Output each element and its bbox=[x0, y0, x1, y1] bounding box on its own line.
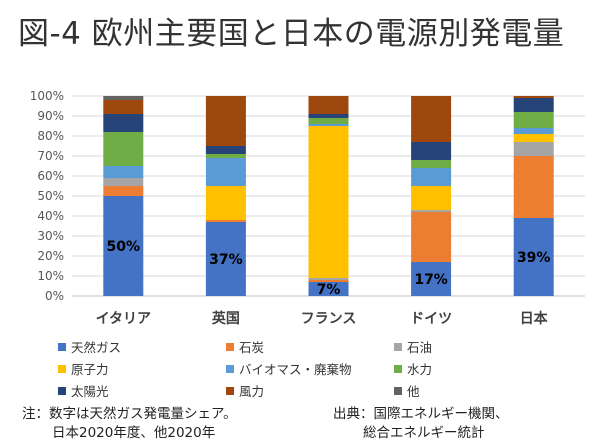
legend-item: 風力 bbox=[226, 381, 394, 400]
legend-swatch bbox=[394, 386, 402, 395]
bar-segment bbox=[513, 128, 554, 134]
legend-label: 石炭 bbox=[239, 340, 265, 355]
legend-swatch bbox=[58, 342, 66, 351]
legend: 天然ガス 石炭 石油原子力 バイオマス・廃棄物 水力太陽光 風力 他 bbox=[58, 337, 538, 400]
source-note: 出典：国際エネルギー機関、 総合エネルギー統計 bbox=[333, 405, 509, 443]
legend-item: 太陽光 bbox=[58, 381, 226, 400]
y-tick-label: 60% bbox=[37, 169, 64, 183]
bar-segment bbox=[411, 210, 452, 212]
y-tick-label: 90% bbox=[37, 109, 64, 123]
legend-item: 石炭 bbox=[226, 337, 394, 356]
bar-segment bbox=[103, 166, 144, 178]
footnote: 注：数字は天然ガス発電量シェア。 日本2020年度、他2020年 bbox=[22, 405, 237, 443]
bar-segment bbox=[308, 114, 349, 118]
bar-segment bbox=[513, 112, 554, 128]
bar-segment bbox=[513, 134, 554, 142]
legend-item: 他 bbox=[394, 381, 534, 400]
bar-segment bbox=[103, 186, 144, 196]
bar-segment bbox=[103, 132, 144, 166]
x-tick-label: 日本 bbox=[520, 310, 549, 327]
legend-swatch bbox=[394, 342, 402, 351]
bar-segment bbox=[513, 156, 554, 218]
footnote-line2: 日本2020年度、他2020年 bbox=[52, 425, 216, 441]
bar-segment bbox=[205, 154, 246, 158]
legend-item: バイオマス・廃棄物 bbox=[226, 359, 394, 378]
bar-segment bbox=[205, 222, 246, 296]
legend-item: 天然ガス bbox=[58, 337, 226, 356]
legend-label: 他 bbox=[407, 384, 420, 399]
bar-segment bbox=[513, 98, 554, 112]
bar-segment bbox=[308, 278, 349, 280]
y-tick-label: 80% bbox=[37, 129, 64, 143]
data-label: 37% bbox=[209, 252, 243, 268]
x-tick-label: ドイツ bbox=[410, 311, 452, 327]
y-tick-label: 100% bbox=[30, 89, 64, 103]
legend-swatch bbox=[58, 386, 66, 395]
bar-segment bbox=[103, 196, 144, 296]
bar-segment bbox=[411, 212, 452, 262]
bar-segment bbox=[308, 124, 349, 126]
bar-segment bbox=[411, 262, 452, 296]
bar-segment bbox=[103, 100, 144, 114]
y-tick-label: 70% bbox=[37, 149, 64, 163]
bar-segment bbox=[103, 114, 144, 132]
y-tick-label: 50% bbox=[37, 189, 64, 203]
legend-item: 原子力 bbox=[58, 359, 226, 378]
x-tick-label: 英国 bbox=[211, 310, 240, 327]
legend-item: 石油 bbox=[394, 337, 534, 356]
x-tick-label: イタリア bbox=[96, 311, 151, 327]
legend-swatch bbox=[394, 364, 402, 373]
legend-label: 天然ガス bbox=[71, 340, 122, 355]
y-tick-label: 20% bbox=[37, 249, 64, 263]
data-label: 17% bbox=[414, 272, 448, 288]
bar-segment bbox=[513, 218, 554, 296]
bar-segment bbox=[308, 126, 349, 278]
bar-segment bbox=[513, 142, 554, 156]
legend-label: 石油 bbox=[407, 340, 433, 355]
bar-segment bbox=[308, 118, 349, 124]
legend-swatch bbox=[58, 364, 66, 373]
bar-segment bbox=[411, 96, 452, 142]
data-label: 50% bbox=[107, 239, 141, 255]
legend-swatch bbox=[226, 342, 234, 351]
data-label: 7% bbox=[317, 282, 341, 298]
bar-segment bbox=[103, 96, 144, 100]
legend-swatch bbox=[226, 364, 234, 373]
footnote-line1: 注：数字は天然ガス発電量シェア。 bbox=[22, 406, 237, 422]
bar-segment bbox=[205, 158, 246, 186]
bar-segment bbox=[205, 220, 246, 222]
bar-segment bbox=[308, 96, 349, 114]
data-label: 39% bbox=[517, 250, 551, 266]
legend-label: 太陽光 bbox=[71, 384, 109, 399]
bar-segment bbox=[205, 146, 246, 154]
bar-segment bbox=[308, 282, 349, 296]
chart-title: 図-4 欧州主要国と日本の電源別発電量 bbox=[18, 16, 565, 52]
y-tick-label: 30% bbox=[37, 229, 64, 243]
bar-segment bbox=[411, 142, 452, 160]
bar-segment bbox=[308, 280, 349, 282]
legend-label: 水力 bbox=[407, 362, 433, 377]
bar-segment bbox=[513, 96, 554, 98]
source-line2: 総合エネルギー統計 bbox=[363, 425, 485, 441]
bar-segment bbox=[103, 178, 144, 186]
stacked-bar-chart: 0% 10% 20% 30% 40% 50% 60% 70% 80% 90% 100% イタリア 50%… bbox=[30, 89, 585, 327]
bar-segment bbox=[411, 168, 452, 186]
legend-label: バイオマス・廃棄物 bbox=[239, 362, 352, 377]
bar-segment bbox=[411, 186, 452, 210]
y-tick-label: 0% bbox=[45, 289, 64, 303]
legend-swatch bbox=[226, 386, 234, 395]
x-tick-label: フランス bbox=[301, 311, 357, 327]
bar-segment bbox=[205, 96, 246, 146]
legend-label: 風力 bbox=[239, 384, 265, 399]
source-line1: 出典：国際エネルギー機関、 bbox=[333, 406, 509, 422]
y-tick-label: 40% bbox=[37, 209, 64, 223]
legend-item: 水力 bbox=[394, 359, 534, 378]
bar-segment bbox=[411, 160, 452, 168]
legend-label: 原子力 bbox=[71, 362, 109, 377]
bar-segment bbox=[205, 186, 246, 220]
y-tick-label: 10% bbox=[37, 269, 64, 283]
